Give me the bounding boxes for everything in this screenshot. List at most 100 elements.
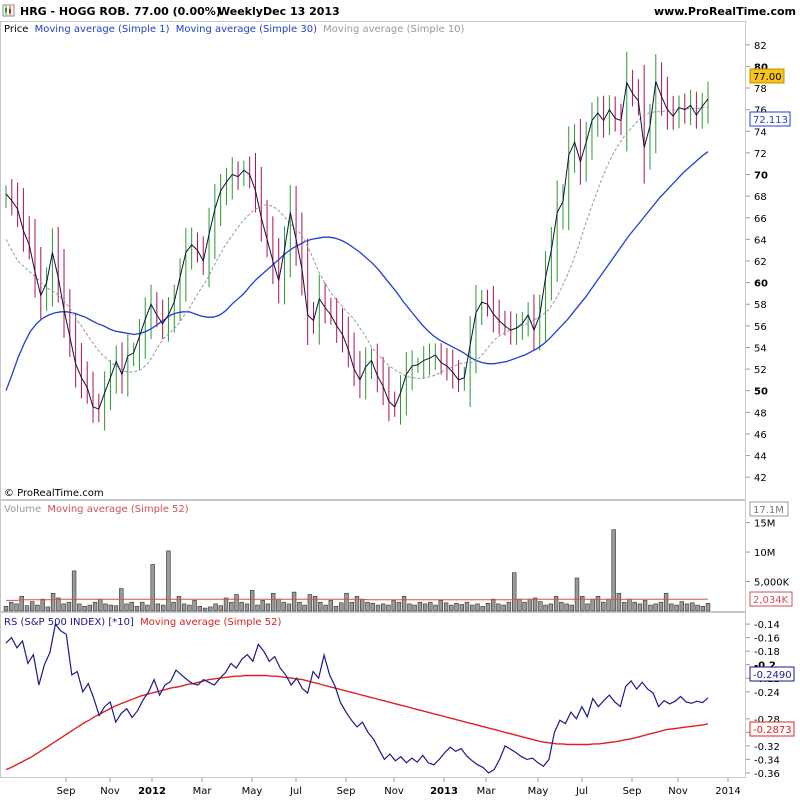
price-y-label-12: 66 [754,214,767,225]
volume-bar-113 [595,595,601,612]
volume-bar-34 [181,603,187,612]
volume-panel-frame [0,500,746,612]
volume-bar-108 [569,604,575,612]
volume-bar-54 [286,603,292,612]
volume-bar-66 [349,601,354,612]
svg-text:72.113: 72.113 [753,115,788,126]
volume-bar-101 [532,597,538,612]
volume-bar-88 [464,601,470,612]
volume-y-label-2: 5,000K [754,578,790,589]
volume-bar-67 [354,595,360,612]
x-label-5: Jul [289,786,302,797]
volume-bar-74 [391,600,396,612]
price-tag: 77.00 [749,68,785,84]
volume-bar-95 [501,604,506,612]
volume-bar-86 [454,602,459,612]
x-label-11: Jul [575,786,588,797]
price-y-label-15: 72 [754,149,767,160]
volume-bar-90 [475,603,480,612]
volume-bar-61 [323,604,328,612]
ma1-line [5,81,709,410]
volume-bar-36 [192,600,197,612]
volume-bar-99 [522,601,527,612]
volume-bar-72 [380,603,386,612]
volume-bar-18 [98,598,103,612]
volume-bar-103 [543,604,548,612]
svg-text:17.1M: 17.1M [753,505,784,516]
volume-bar-28 [150,564,155,612]
chart-date: Dec 13 2013 [263,5,340,18]
volume-bar-117 [616,592,622,612]
volume-bar-134 [705,602,711,612]
volume-bar-125 [658,601,664,612]
rs-y-label-1: -0.16 [754,634,780,645]
volume-bar-105 [553,595,559,612]
price-y-label-10: 62 [754,257,767,268]
volume-bar-51 [270,592,276,612]
volume-bar-64 [339,602,344,612]
volume-bar-7 [40,598,45,612]
volume-bar-116 [611,529,616,612]
volume-bar-123 [648,604,653,612]
price-y-label-6: 54 [754,343,767,354]
rs-y-label-2: -0.18 [754,647,780,658]
volume-bar-42 [223,597,229,612]
volume-bar-98 [517,598,522,612]
legend-price: Price [4,24,28,35]
volume-bar-130 [684,603,690,612]
price-y-label-1: 44 [754,452,767,463]
rs-panel: -0.14-0.16-0.18-0.2-0.22-0.24-0.28-0.3-0… [5,620,780,780]
volume-bar-127 [669,603,674,612]
site-link[interactable]: www.ProRealTime.com [654,5,796,18]
volume-bar-50 [265,603,271,612]
volume-bar-48 [255,604,260,612]
volume-bar-75 [396,601,402,612]
volume-bar-83 [438,600,443,612]
price-legend: Price Moving average (Simple 1) Moving a… [4,24,465,35]
volume-bar-27 [145,604,150,612]
rs-legend: RS (S&P 500 INDEX) [*10] Moving average … [4,617,281,628]
header: HRG - HOGG ROB. 77.00 (0.00%) Weekly Dec… [2,4,796,18]
volume-bar-104 [548,603,554,612]
price-panel: 42 44 46 48 50 52 54 56 58 60 62 64 66 68 70 72 74 76 78 80… [5,41,768,484]
price-y-label-14: 70 [754,171,768,182]
price-y-label-16: 74 [754,127,767,138]
volume-bar-20 [108,604,114,612]
volume-bar-111 [585,603,590,612]
price-y-label-4: 50 [754,387,768,398]
volume-bar-57 [302,604,307,612]
volume-bar-60 [318,601,323,612]
volume-ma-tag: 2,034K [749,591,793,607]
x-label-8: 2013 [430,786,458,797]
svg-text:-0.2490: -0.2490 [753,670,792,681]
volume-bar-96 [506,601,512,612]
rs-y-label-0: -0.14 [754,620,780,631]
legend-rs: RS (S&P 500 INDEX) [*10] [4,617,134,628]
volume-bar-76 [401,595,407,612]
x-label-12: Sep [623,786,642,797]
volume-bar-58 [307,594,313,612]
x-axis: Sep Nov 2012 Mar May Jul Sep Nov 2013 Mar May Jul Se… [57,778,741,797]
volume-bar-128 [674,604,679,612]
legend-ma1: Moving average (Simple 1) [35,24,170,35]
x-label-13: Nov [668,786,688,797]
volume-bar-129 [679,601,685,612]
rs-ma-tag: -0.2873 [749,721,795,737]
price-panel-frame [0,21,746,500]
price-y-label-5: 52 [754,365,767,376]
volume-bar-31 [166,550,171,612]
volume-bar-37 [197,605,202,612]
volume-bar-40 [213,603,218,612]
volume-bar-4 [24,605,30,612]
rs-tag: -0.2490 [749,666,795,682]
volume-bar-121 [637,603,643,612]
volume-bar-63 [333,605,339,612]
volume-bar-43 [229,601,234,612]
x-label-4: May [242,786,263,797]
volume-bar-30 [161,604,166,612]
price-y-label-19: 80 [754,62,768,73]
volume-bar-39 [208,606,213,612]
x-label-7: Nov [384,786,404,797]
